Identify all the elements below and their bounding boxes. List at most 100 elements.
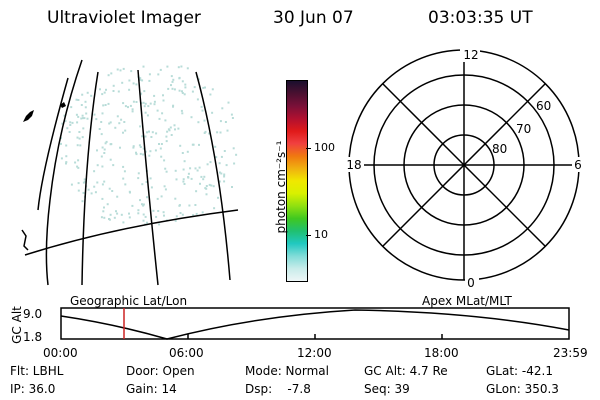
speckle-dot [156, 109, 159, 112]
speckle-dot [174, 197, 177, 200]
speckle-dot [203, 119, 206, 122]
speckle-dot [75, 98, 78, 101]
speckle-dot [172, 104, 175, 107]
speckle-dot [157, 73, 160, 76]
speckle-dot [163, 185, 166, 188]
speckle-dot [132, 82, 135, 85]
speckle-dot [137, 212, 140, 215]
speckle-dot [163, 214, 165, 217]
speckle-dot [105, 88, 107, 91]
info-gc-alt: GC Alt: 4.7 Re [364, 364, 448, 378]
speckle-dot [144, 102, 147, 105]
speckle-dot [123, 170, 126, 173]
speckle-dot [71, 121, 74, 124]
speckle-dot [195, 212, 198, 215]
speckle-dot [187, 176, 190, 178]
meridian-line [45, 59, 83, 286]
speckle-dot [112, 164, 115, 167]
speckle-dot [190, 177, 193, 180]
speckle-dot [139, 152, 142, 155]
speckle-dot [143, 90, 146, 93]
speckle-dot [160, 155, 163, 158]
speckle-dot [145, 181, 148, 183]
speckle-dot [191, 90, 194, 93]
speckle-dot [214, 145, 217, 148]
speckle-dot [142, 147, 145, 150]
speckle-dot [147, 105, 150, 108]
speckle-dot [108, 218, 111, 221]
speckle-dot [164, 119, 167, 122]
time-label: 03:03:35 UT [428, 8, 533, 28]
speckle-dot [124, 129, 127, 132]
speckle-dot [119, 146, 121, 149]
speckle-dot [81, 136, 84, 139]
speckle-dot [153, 100, 156, 103]
speckle-dot [153, 94, 156, 97]
speckle-dot [143, 105, 146, 108]
speckle-dot [203, 132, 206, 134]
speckle-dot [209, 93, 212, 96]
speckle-dot [194, 167, 197, 170]
speckle-dot [128, 79, 131, 82]
speckle-dot [153, 103, 156, 106]
speckle-dot [173, 88, 176, 91]
timeline-ylabel: GC Alt [10, 306, 24, 344]
speckle-dot [160, 195, 163, 198]
speckle-dot [209, 161, 212, 164]
speckle-dot [188, 204, 191, 207]
speckle-dot [158, 223, 161, 226]
uv-image-map [21, 59, 239, 286]
speckle-dot [170, 134, 173, 136]
speckle-dot [81, 200, 84, 203]
timeline-right-label: Apex MLat/MLT [422, 294, 512, 308]
speckle-dot [113, 216, 116, 219]
speckle-dot [101, 165, 104, 168]
info-mode: Mode: Normal [245, 364, 329, 378]
time-tick-label: 12:00 [297, 346, 332, 360]
speckle-dot [80, 117, 83, 120]
speckle-dot [149, 177, 152, 180]
speckle-dot [124, 105, 127, 108]
speckle-dot [85, 112, 88, 115]
speckle-dot [159, 147, 162, 150]
speckle-dot [103, 91, 106, 94]
speckle-dot [216, 131, 219, 134]
speckle-dot [78, 137, 81, 140]
speckle-dot [131, 204, 134, 207]
time-tick-label: 18:00 [424, 346, 459, 360]
speckle-dot [139, 78, 142, 81]
speckle-dot [201, 211, 204, 214]
polar-dial: 12 0 18 6 60 70 80 [342, 47, 586, 290]
speckle-dot [218, 162, 221, 165]
speckle-dot [169, 126, 172, 129]
speckle-dot [90, 192, 93, 195]
speckle-dot [183, 183, 186, 185]
meridian-line [37, 77, 69, 211]
speckle-dot [149, 102, 152, 105]
speckle-dot [178, 76, 181, 79]
polar-ring-label-80: 80 [492, 142, 507, 156]
speckle-dot [109, 121, 112, 124]
speckle-dot [173, 124, 176, 127]
speckle-dot [76, 144, 79, 147]
speckle-dot [103, 216, 106, 219]
speckle-dot [101, 93, 104, 96]
speckle-dot [202, 178, 205, 181]
speckle-dot [65, 161, 68, 164]
speckle-dot [197, 78, 200, 81]
speckle-dot [174, 169, 177, 172]
speckle-dot [144, 111, 147, 114]
speckle-dot [181, 152, 184, 154]
time-tick-label: 23:59 [553, 346, 588, 360]
speckle-dot [93, 185, 96, 188]
speckle-dot [220, 172, 223, 175]
speckle-dot [175, 215, 178, 218]
speckle-dot [122, 221, 125, 224]
altitude-curve [60, 309, 570, 340]
speckle-dot [128, 190, 131, 193]
colorbar-tick-10: 10 [314, 228, 328, 241]
speckle-dot [96, 181, 99, 184]
speckle-dot [171, 80, 174, 83]
speckle-dot [93, 113, 96, 116]
timeline-ymin: 1.8 [23, 330, 43, 344]
